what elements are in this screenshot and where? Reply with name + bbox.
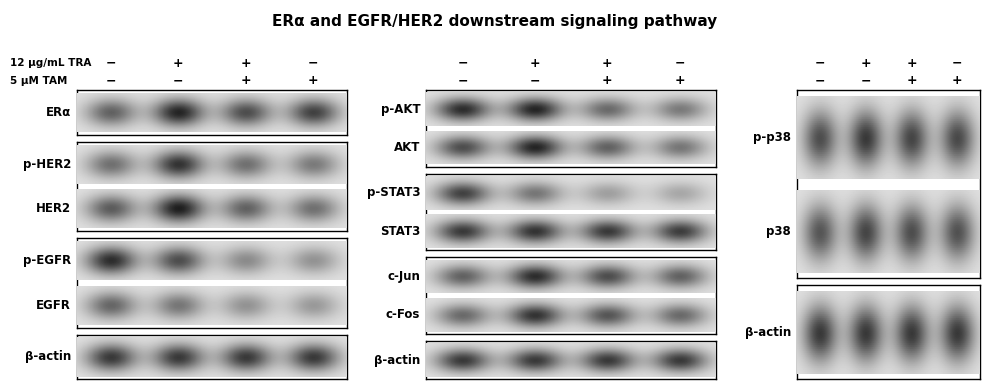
Text: −: − (457, 74, 468, 87)
Text: +: + (906, 74, 917, 87)
Text: ERα and EGFR/HER2 downstream signaling pathway: ERα and EGFR/HER2 downstream signaling p… (272, 14, 717, 29)
Text: ERα: ERα (45, 106, 71, 119)
Text: p-HER2: p-HER2 (23, 158, 71, 170)
Text: EGFR: EGFR (37, 299, 71, 312)
Text: p-EGFR: p-EGFR (23, 254, 71, 267)
Text: 12 μg/mL TRA: 12 μg/mL TRA (10, 58, 91, 68)
Text: −: − (173, 74, 184, 87)
Text: +: + (906, 57, 917, 70)
Text: p-STAT3: p-STAT3 (367, 187, 420, 199)
Text: HER2: HER2 (36, 203, 71, 215)
Text: +: + (309, 74, 318, 87)
Text: p38: p38 (766, 225, 791, 238)
Text: +: + (530, 57, 540, 70)
Text: c-Fos: c-Fos (386, 308, 420, 321)
Text: −: − (457, 57, 468, 70)
Text: −: − (815, 74, 825, 87)
Text: 5 μM TAM: 5 μM TAM (10, 75, 67, 86)
Text: +: + (602, 57, 612, 70)
Text: STAT3: STAT3 (380, 225, 420, 238)
Text: −: − (815, 57, 825, 70)
Text: +: + (240, 57, 251, 70)
Text: AKT: AKT (394, 141, 420, 154)
Text: −: − (952, 57, 962, 70)
Text: p-AKT: p-AKT (381, 103, 420, 116)
Text: β-actin: β-actin (25, 350, 71, 363)
Text: −: − (530, 74, 540, 87)
Text: +: + (173, 57, 184, 70)
Text: β-actin: β-actin (745, 326, 791, 339)
Text: −: − (309, 57, 318, 70)
Text: −: − (860, 74, 871, 87)
Text: c-Jun: c-Jun (388, 270, 420, 283)
Text: −: − (106, 74, 116, 87)
Text: +: + (674, 74, 685, 87)
Text: p-p38: p-p38 (754, 131, 791, 143)
Text: +: + (602, 74, 612, 87)
Text: +: + (860, 57, 871, 70)
Text: −: − (674, 57, 685, 70)
Text: +: + (240, 74, 251, 87)
Text: −: − (106, 57, 116, 70)
Text: +: + (952, 74, 962, 87)
Text: β-actin: β-actin (374, 353, 420, 367)
